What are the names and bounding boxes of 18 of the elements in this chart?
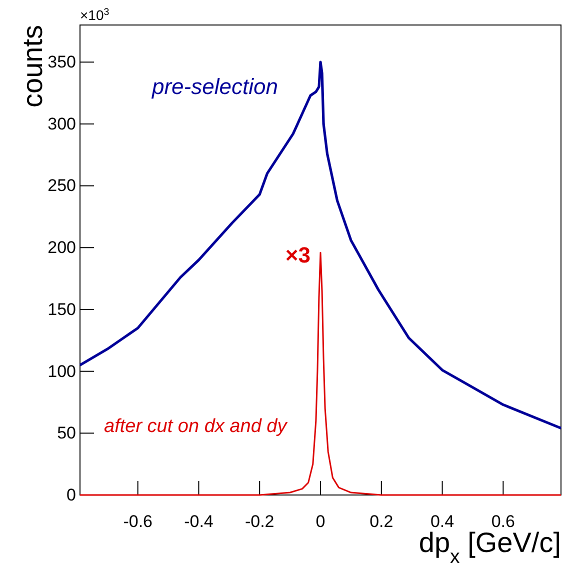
x-tick-label: -0.4 [184,512,214,532]
annotation: ×3 [285,242,310,268]
y-tick-label: 200 [48,238,76,258]
y-tick-label: 0 [66,485,76,504]
y-tick-label: 50 [57,424,76,443]
x-tick-label: 0.2 [370,512,394,532]
series-label: after cut on dx and dy [104,416,288,437]
x-tick-label: 0 [316,512,326,532]
y-tick-label: 350 [48,52,76,72]
text: ×10$^{3}$ [80,6,110,23]
y-axis-title: counts [17,25,48,108]
y-tick-label: 300 [48,114,76,134]
y-tick-label: 250 [48,176,76,196]
y-tick-label: 150 [48,300,76,319]
y-tick-label: 100 [48,362,76,381]
x-tick-label: -0.6 [123,512,152,532]
series-label: pre-selection [151,74,278,99]
x-tick-label: -0.2 [244,512,274,532]
